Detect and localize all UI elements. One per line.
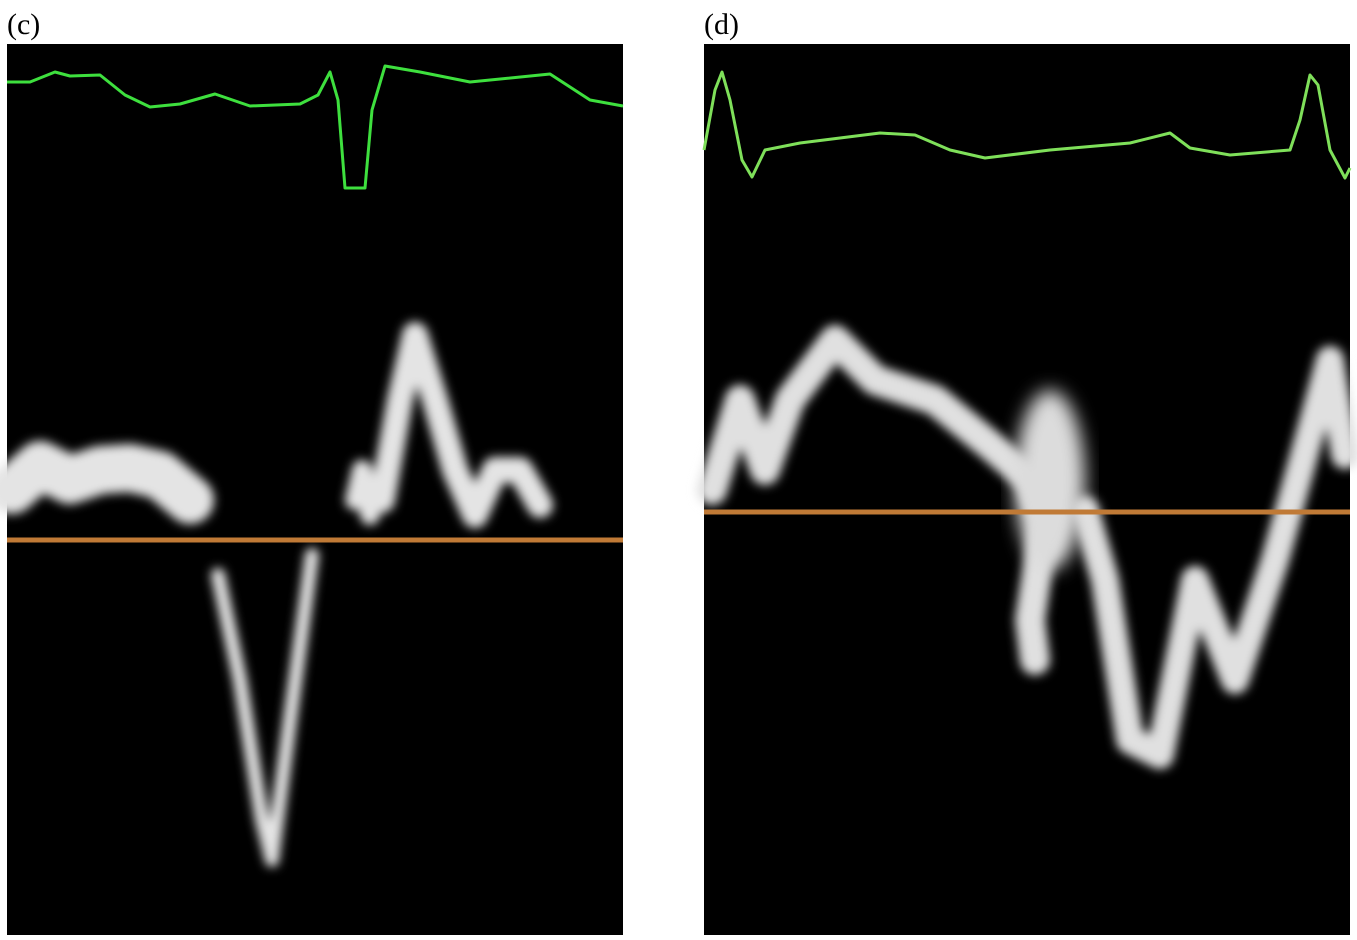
panel-label: (d) — [704, 8, 739, 41]
doppler-panel — [0, 44, 624, 935]
spectral-envelope — [0, 322, 553, 867]
spectral-envelope — [1015, 390, 1085, 570]
ecg-trace — [7, 64, 624, 190]
ecg-trace — [702, 70, 1352, 180]
panel-label: (c) — [7, 8, 40, 41]
doppler-panel — [697, 44, 1357, 935]
